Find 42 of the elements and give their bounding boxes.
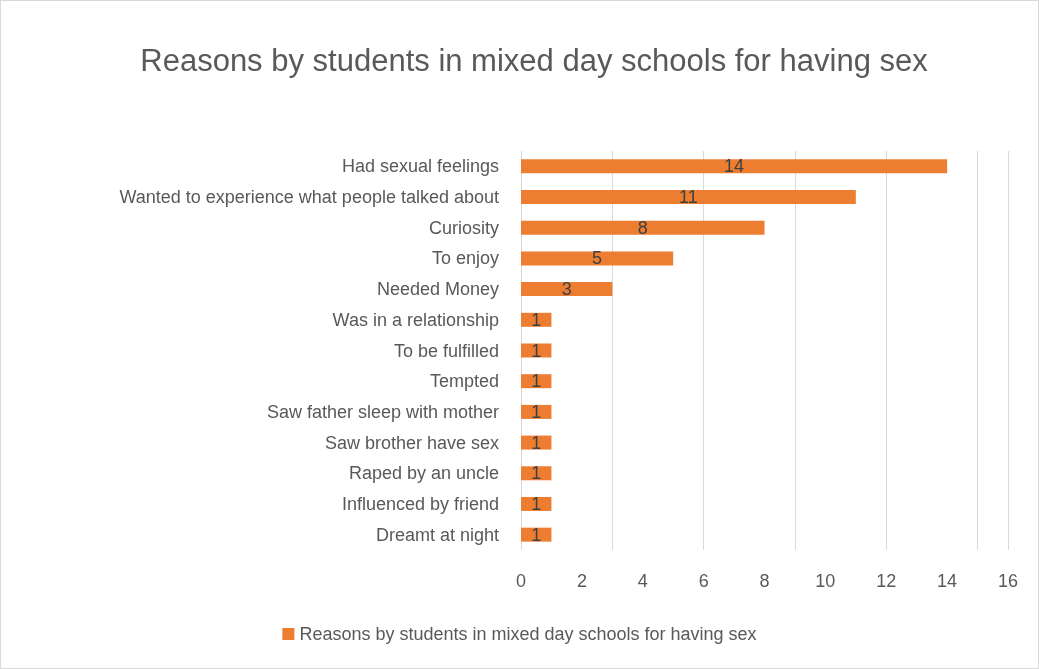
x-tick-label: 16	[997, 571, 1019, 591]
y-tick-label: Wanted to experience what people talked about	[119, 187, 499, 208]
bar	[521, 159, 948, 174]
y-tick-label: Needed Money	[376, 279, 499, 300]
legend-label: Reasons by students in mixed day schools for having sex	[299, 624, 757, 644]
x-tick-label: 10	[815, 571, 836, 591]
bar	[521, 190, 856, 205]
y-tick-label: Influenced by friend	[341, 493, 499, 514]
x-tick-label: 2	[576, 571, 587, 591]
data-label: 5	[592, 248, 603, 269]
data-label: 14	[724, 156, 745, 177]
x-tick-label: 12	[876, 571, 897, 591]
data-label: 1	[531, 401, 542, 422]
x-tick-label: 8	[759, 571, 770, 591]
x-tick-label: 0	[515, 571, 527, 591]
y-tick-label: Tempted	[429, 371, 499, 392]
data-label: 1	[531, 309, 542, 330]
y-tick-label: To enjoy	[431, 248, 499, 269]
y-tick-label: Had sexual feelings	[341, 156, 499, 177]
y-tick-label: Was in a relationship	[332, 309, 499, 330]
y-tick-label: Raped by an uncle	[348, 463, 499, 484]
data-label: 1	[531, 371, 542, 392]
x-tick-label: 4	[637, 571, 648, 591]
x-tick-label: 14	[937, 571, 958, 591]
data-label: 1	[531, 432, 542, 453]
data-label: 8	[637, 217, 648, 238]
bar	[521, 220, 765, 235]
data-label: 1	[531, 524, 542, 545]
data-label: 1	[531, 340, 542, 361]
bar	[521, 251, 674, 266]
bar	[521, 282, 613, 297]
y-tick-label: Curiosity	[428, 217, 499, 238]
y-tick-label: Saw brother have sex	[324, 432, 499, 453]
x-tick-label: 6	[698, 571, 709, 591]
data-label: 3	[561, 279, 572, 300]
chart-title: Reasons by students in mixed day schools for having sex	[140, 42, 929, 78]
y-tick-label: Dreamt at night	[375, 524, 499, 545]
y-tick-label: Saw father sleep with mother	[266, 401, 499, 422]
y-tick-label: To be fulfilled	[393, 340, 499, 361]
data-label: 1	[531, 493, 542, 514]
data-label: 11	[679, 187, 698, 208]
data-label: 1	[531, 463, 542, 484]
